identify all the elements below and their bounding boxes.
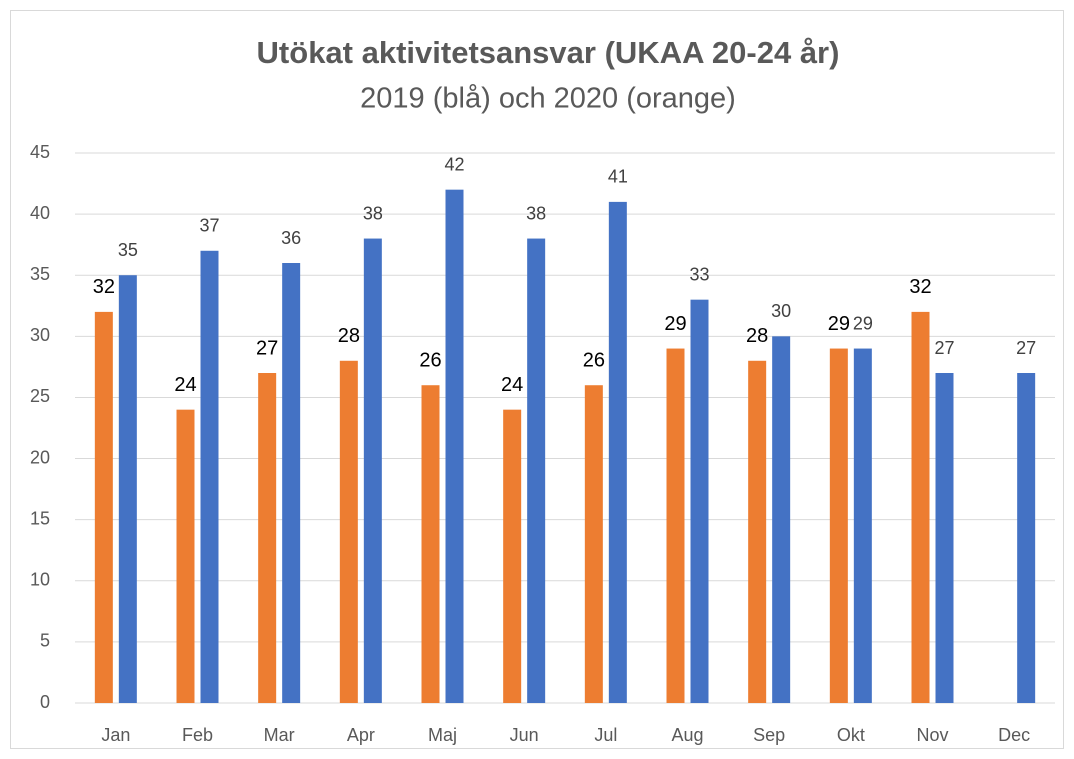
x-tick-label: Okt [837,725,865,745]
data-label: 33 [689,264,709,284]
data-label: 38 [363,203,383,223]
data-label: 29 [664,313,686,335]
bar [772,336,791,703]
data-label: 42 [444,154,464,174]
bar [282,263,301,703]
bar [608,201,627,703]
y-tick-label: 0 [40,692,50,712]
x-tick-label: Mar [264,725,295,745]
data-label: 27 [256,337,278,359]
x-tick-label: Apr [347,725,375,745]
data-label: 27 [1016,338,1036,358]
data-label: 24 [174,374,196,396]
bar [748,360,767,703]
data-label: 32 [909,276,931,298]
bar [911,311,930,703]
bar [690,299,709,703]
x-tick-label: Jul [594,725,617,745]
y-tick-label: 5 [40,631,50,651]
x-tick-label: Maj [428,725,457,745]
data-label: 26 [583,350,605,372]
chart-title: Utökat aktivitetsansvar (UKAA 20-24 år) [257,35,840,70]
data-label: 29 [828,313,850,335]
data-label: 36 [281,228,301,248]
data-label: 24 [501,374,523,396]
bar [94,311,113,703]
y-tick-label: 45 [30,142,50,162]
y-tick-label: 15 [30,508,50,528]
data-label: 38 [526,203,546,223]
x-tick-label: Aug [671,725,703,745]
y-tick-label: 25 [30,386,50,406]
x-tick-label: Dec [998,725,1030,745]
bar [584,385,603,703]
bar [666,348,685,703]
data-label: 26 [419,350,441,372]
y-tick-label: 40 [30,203,50,223]
data-label: 28 [746,325,768,347]
data-label: 37 [199,216,219,236]
y-tick-label: 35 [30,264,50,284]
bar [339,360,358,703]
bar [258,373,277,703]
x-tick-label: Jan [101,725,130,745]
bar [503,409,522,703]
bar [200,250,219,703]
data-label: 41 [608,167,628,187]
bar [421,385,440,703]
bar [829,348,848,703]
y-tick-label: 30 [30,325,50,345]
bar [527,238,546,704]
bar [363,238,382,704]
x-tick-label: Jun [510,725,539,745]
bar [176,409,195,703]
x-tick-label: Nov [916,725,948,745]
data-label: 35 [118,240,138,260]
bar [853,348,872,703]
y-tick-label: 10 [30,570,50,590]
y-tick-label: 20 [30,447,50,467]
bar [1017,373,1036,703]
data-label: 29 [853,313,873,333]
data-label: 32 [93,276,115,298]
data-label: 28 [338,325,360,347]
bar [118,275,137,703]
x-tick-label: Feb [182,725,213,745]
bar [935,373,954,703]
data-label: 27 [934,338,954,358]
chart-subtitle: 2019 (blå) och 2020 (orange) [360,83,736,115]
x-tick-label: Sep [753,725,785,745]
bar [445,189,464,703]
data-label: 30 [771,301,791,321]
